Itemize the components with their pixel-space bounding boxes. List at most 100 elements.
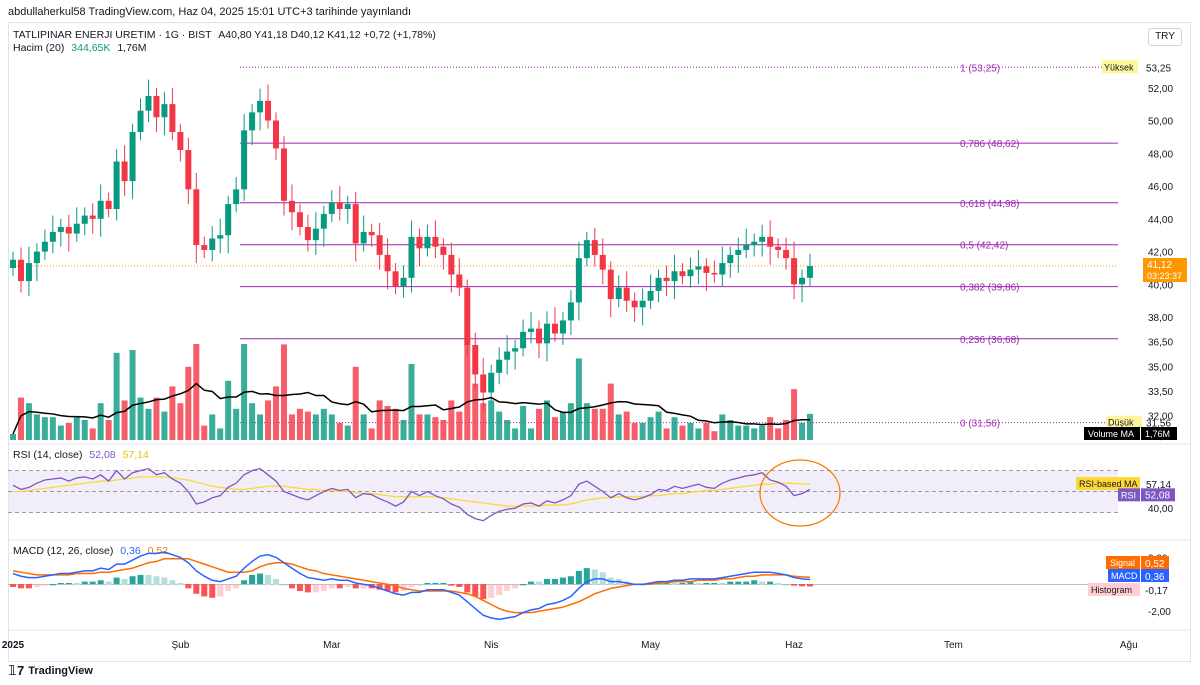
macd-histogram-bar: [520, 584, 527, 586]
symbol-name[interactable]: TATLIPINAR ENERJI URETIM · 1G · BIST: [13, 29, 212, 41]
volume-legend: Hacim (20) 344,65K 1,76M: [13, 42, 147, 54]
volume-bar: [89, 428, 96, 440]
candle-body: [201, 245, 208, 250]
x-axis-label: Şub: [171, 640, 189, 651]
candle-body: [703, 266, 710, 273]
candle-body: [17, 259, 24, 282]
volume-bar: [583, 403, 590, 440]
volume-bar: [504, 420, 511, 440]
volume-bar: [400, 420, 407, 440]
candle-body: [727, 254, 734, 264]
candle-body: [496, 359, 503, 373]
price-axis-label: 38,00: [1148, 313, 1173, 324]
candle-body: [153, 95, 160, 118]
macd-histogram-bar: [504, 584, 511, 592]
macd-histogram-bar: [113, 577, 120, 585]
macd-histogram-bar: [344, 584, 351, 587]
macd-histogram-bar: [799, 584, 806, 587]
candle-body: [49, 231, 56, 242]
volume-bar: [655, 411, 662, 440]
candle-body: [73, 223, 80, 234]
volume-bar: [97, 403, 104, 440]
volume-bar: [344, 425, 351, 440]
volume-label[interactable]: Hacim (20): [13, 42, 65, 54]
macd-histogram-bar: [743, 581, 750, 585]
candle-body: [113, 161, 120, 209]
candle-body: [759, 236, 766, 242]
price-axis-label: 48,00: [1148, 149, 1173, 160]
volume-bar: [599, 408, 606, 440]
macd-histogram-bar: [448, 584, 455, 586]
macd-histogram-bar: [193, 584, 200, 594]
volume-bar: [368, 428, 375, 440]
signal-axis-value: 0,52: [1145, 559, 1165, 570]
macd-histogram-bar: [528, 581, 535, 585]
candle-body: [10, 259, 16, 268]
price-axis-label: 44,00: [1148, 215, 1173, 226]
candle-body: [336, 202, 343, 209]
candle-body: [591, 240, 598, 255]
candle-body: [65, 227, 72, 234]
macd-histogram-bar: [288, 584, 295, 589]
volume-bar: [65, 422, 72, 440]
macd-histogram-bar: [81, 581, 88, 585]
rsi-label[interactable]: RSI (14, close): [13, 449, 83, 461]
macd-histogram-bar: [233, 584, 240, 589]
publish-info: abdullaherkul58 TradingView.com, Haz 04,…: [8, 6, 412, 18]
x-axis-label: Haz: [785, 640, 803, 651]
candle-body: [440, 246, 447, 255]
macd-histogram-bar: [480, 584, 487, 600]
x-axis-label: Ağu: [1120, 640, 1138, 651]
candle-body: [161, 104, 168, 118]
low-badge: [1106, 415, 1142, 429]
macd-histogram-bar: [161, 577, 168, 585]
macd-histogram-bar: [336, 584, 343, 589]
volume-bar: [129, 350, 136, 440]
candle-body: [360, 231, 367, 244]
volume-bar: [615, 414, 622, 440]
macd-histogram-bar: [360, 584, 367, 589]
volume-bar: [360, 414, 367, 440]
volume-bar: [607, 383, 614, 440]
volume-bar: [647, 417, 654, 440]
fib-label: 0,236 (36,68): [960, 335, 1020, 346]
price-axis-label: 33,50: [1148, 387, 1173, 398]
macd-label[interactable]: MACD (12, 26, close): [13, 545, 114, 557]
macd-histogram-bar: [257, 573, 264, 585]
tradingview-logo[interactable]: 𝟙7 TradingView: [8, 663, 93, 679]
volume-bar: [296, 408, 303, 440]
volume-ma-label: Volume MA: [1088, 429, 1134, 439]
rsi-ma-legend-value: 57,14: [122, 449, 149, 461]
macd-histogram-bar: [679, 582, 686, 585]
candle-body: [623, 287, 630, 301]
candle-body: [751, 241, 758, 246]
volume-bar: [288, 414, 295, 440]
volume-bar: [791, 389, 798, 440]
volume-ma-value: 1,76M: [117, 42, 147, 54]
currency-button[interactable]: TRY: [1148, 28, 1182, 46]
volume-bar: [49, 417, 56, 440]
volume-ma-badge: [1084, 427, 1140, 440]
volume-bar: [161, 411, 168, 440]
macd-histogram-bar: [416, 584, 423, 586]
macd-histogram-bar: [121, 578, 128, 585]
volume-bar: [567, 403, 574, 440]
macd-histogram-bar: [536, 581, 543, 585]
candle-body: [695, 266, 702, 270]
candle-body: [288, 200, 295, 213]
volume-bar: [528, 428, 535, 440]
macd-histogram-bar: [551, 578, 558, 585]
volume-bar: [384, 406, 391, 440]
last-price-value: 41,12: [1147, 260, 1172, 271]
signal-label: Signal: [1110, 558, 1135, 568]
price-axis-label: 52,00: [1148, 84, 1173, 95]
macd-histogram-bar: [73, 582, 80, 585]
volume-bar: [432, 417, 439, 440]
candle-body: [33, 251, 40, 264]
volume-bar: [73, 417, 80, 440]
volume-ma-value-badge: [1141, 427, 1177, 440]
volume-bar: [249, 403, 256, 440]
volume-bar: [543, 400, 550, 440]
candle-body: [257, 100, 264, 113]
